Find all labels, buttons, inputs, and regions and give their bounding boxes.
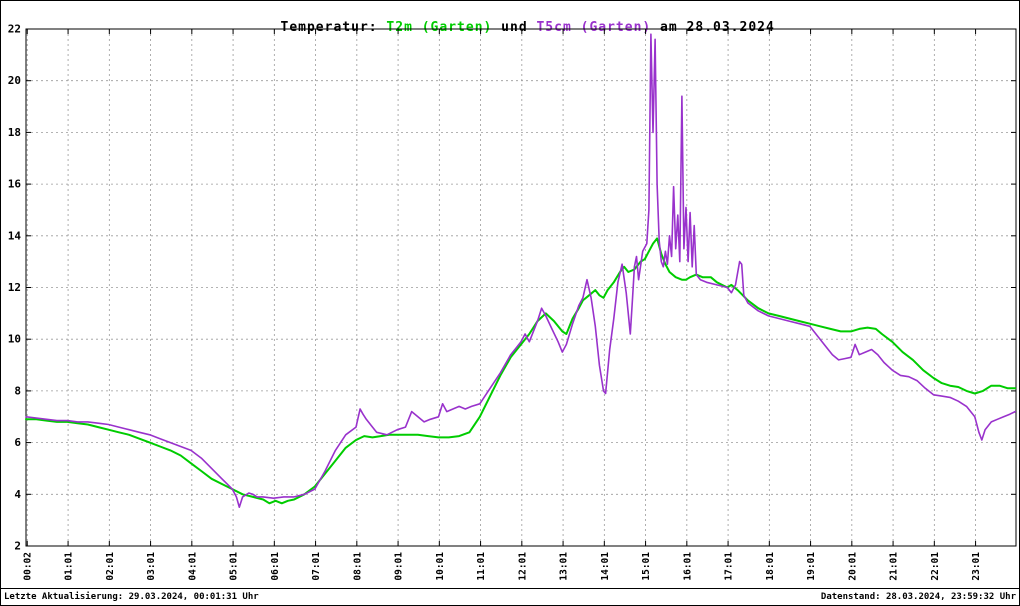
- svg-text:09:01: 09:01: [394, 552, 405, 581]
- svg-text:13:01: 13:01: [559, 552, 570, 581]
- title-connector: und: [492, 20, 537, 35]
- temperature-line-chart: 2 4 6 8 10 12 14 16 18 20 22 00:02 01:01 02:01 03:01 04…: [8, 23, 1017, 581]
- svg-text:20:01: 20:01: [847, 552, 858, 581]
- svg-text:18:01: 18:01: [765, 552, 776, 581]
- svg-text:07:01: 07:01: [311, 552, 322, 581]
- svg-text:00:02: 00:02: [23, 552, 34, 581]
- svg-text:16: 16: [8, 178, 22, 191]
- svg-text:23:01: 23:01: [971, 552, 982, 581]
- svg-text:11:01: 11:01: [476, 552, 487, 581]
- svg-text:6: 6: [14, 436, 21, 449]
- svg-text:08:01: 08:01: [352, 552, 363, 581]
- last-update-text: Letzte Aktualisierung: 29.03.2024, 00:01…: [4, 592, 259, 602]
- svg-text:18: 18: [8, 126, 21, 139]
- svg-text:10: 10: [8, 333, 21, 346]
- footer-bar: Letzte Aktualisierung: 29.03.2024, 00:01…: [1, 588, 1019, 605]
- svg-text:19:01: 19:01: [806, 552, 817, 581]
- svg-text:16:01: 16:01: [682, 552, 693, 581]
- svg-text:14: 14: [8, 229, 22, 242]
- svg-text:10:01: 10:01: [435, 552, 446, 581]
- svg-text:12:01: 12:01: [517, 552, 528, 581]
- svg-text:22:01: 22:01: [930, 552, 941, 581]
- svg-text:4: 4: [14, 488, 21, 501]
- svg-text:04:01: 04:01: [187, 552, 198, 581]
- svg-text:17:01: 17:01: [724, 552, 735, 581]
- svg-text:20: 20: [8, 74, 21, 87]
- svg-text:21:01: 21:01: [889, 552, 900, 581]
- svg-text:03:01: 03:01: [146, 552, 157, 581]
- svg-text:2: 2: [14, 540, 21, 553]
- title-suffix: am 28.03.2024: [651, 20, 775, 35]
- svg-text:22: 22: [8, 23, 21, 36]
- svg-text:05:01: 05:01: [229, 552, 240, 581]
- svg-text:02:01: 02:01: [105, 552, 116, 581]
- svg-text:12: 12: [8, 281, 21, 294]
- svg-text:14:01: 14:01: [600, 552, 611, 581]
- data-timestamp-text: Datenstand: 28.03.2024, 23:59:32 Uhr: [820, 592, 1016, 602]
- svg-text:15:01: 15:01: [641, 552, 652, 581]
- title-prefix: Temperatur:: [280, 20, 387, 35]
- svg-text:8: 8: [14, 384, 21, 397]
- svg-text:06:01: 06:01: [270, 552, 281, 581]
- title-series2-label: T5cm (Garten): [536, 20, 652, 35]
- svg-text:01:01: 01:01: [64, 552, 75, 581]
